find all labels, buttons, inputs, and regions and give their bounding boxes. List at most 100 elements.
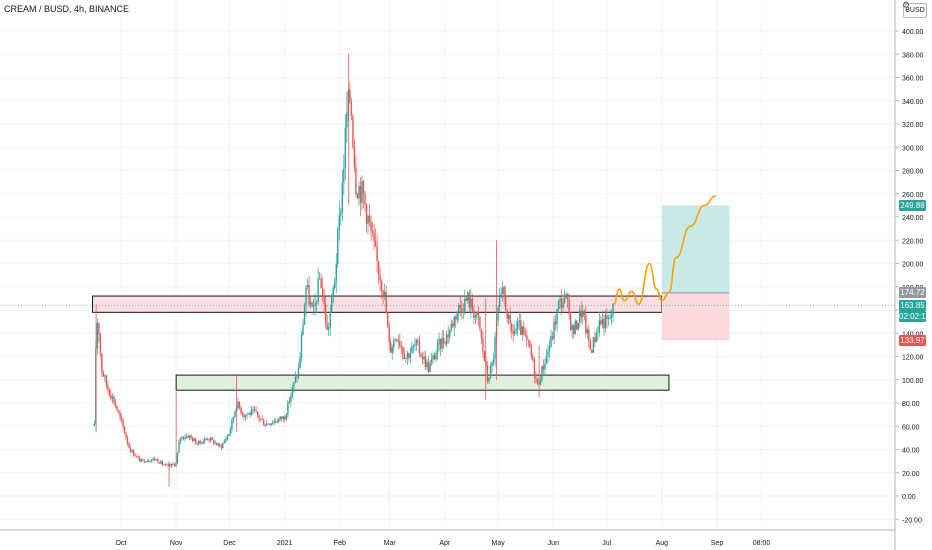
candle-body [262, 419, 265, 426]
candle-body [574, 320, 576, 335]
candle-body [120, 416, 123, 421]
candle-body [272, 423, 274, 424]
candle-body [193, 438, 195, 442]
time-tick-label: Apr [439, 540, 451, 547]
candle-body [110, 395, 112, 399]
candle-body [388, 326, 390, 343]
candle-body [510, 323, 513, 331]
candle-body [173, 464, 176, 466]
candle-body [243, 414, 245, 418]
candle-body [179, 438, 182, 442]
candle-body [317, 278, 319, 303]
candle-body [545, 355, 548, 364]
candle-body [199, 440, 201, 443]
price-tick-label: 100.00 [902, 378, 924, 385]
candle-body [604, 315, 607, 329]
candle-body [535, 376, 537, 379]
candle-body [128, 443, 130, 448]
candle-body [104, 375, 106, 377]
candle-body [299, 358, 301, 368]
price-axis[interactable]: -20.00 0.00 20.00 40.00 60.00 80.00 100.00 120.… [894, 0, 924, 550]
candle-body [229, 429, 232, 435]
candle-body [108, 389, 111, 396]
candle-body [352, 116, 354, 147]
candle-body [361, 181, 363, 203]
candle-body [559, 298, 561, 301]
candle-body [253, 409, 256, 411]
support-zone [175, 374, 670, 391]
candle-body [444, 343, 446, 344]
candle-body [544, 363, 546, 370]
candle-body [276, 421, 278, 423]
candle-body [114, 402, 117, 407]
candle-body [98, 323, 100, 335]
candle-body [465, 298, 468, 301]
long-position-stop-zone [661, 292, 730, 341]
candle-body [527, 339, 530, 342]
time-tick-label: Feb [334, 540, 346, 547]
price-tick-label: 0.00 [902, 494, 916, 501]
candle-body [462, 311, 464, 313]
candle-body [140, 459, 142, 462]
candle-body [598, 320, 601, 333]
candle-body [452, 323, 454, 327]
candle-body [579, 310, 581, 324]
candle-body [447, 334, 449, 338]
candle-body [308, 285, 310, 305]
candle-body [520, 320, 522, 335]
candle-body [365, 204, 368, 224]
candle-body [464, 298, 466, 312]
candle-body [119, 412, 121, 417]
gear-icon[interactable]: ⚙ [902, 0, 911, 10]
candle-body [470, 298, 472, 308]
candle-body [497, 307, 499, 322]
resistance-zone [92, 295, 663, 313]
price-tick-label: 360.00 [902, 76, 924, 83]
candle-body [397, 339, 399, 342]
candle-body [429, 363, 431, 372]
candle-body [541, 366, 543, 381]
price-tick-label: 400.00 [902, 29, 924, 36]
candle-body [436, 343, 439, 354]
price-tick-label: 260.00 [902, 192, 924, 199]
candle-body [560, 298, 563, 308]
candle-body [471, 298, 474, 311]
target-price-tag: 249.88 [899, 200, 926, 211]
candle-body [412, 345, 415, 347]
time-tick-label: Jun [548, 540, 559, 547]
price-tick-label: 60.00 [902, 424, 920, 431]
time-axis[interactable]: Oct Nov Dec 2021 Feb Mar Apr May Jun Jul Aug Sep 08:… [0, 529, 895, 547]
currency-badge[interactable]: ⚙ BUSD [902, 0, 927, 18]
candle-body [117, 410, 120, 413]
candle-body [414, 345, 416, 347]
candle-body [259, 418, 262, 420]
candle-body [134, 455, 136, 457]
candle-body [515, 328, 517, 331]
price-tick-label: 20.00 [902, 471, 920, 478]
candle-body [191, 437, 194, 442]
candle-body [160, 461, 162, 464]
candle-body [344, 127, 347, 168]
candle-body [302, 324, 304, 336]
candle-body [585, 314, 587, 334]
candle-body [287, 401, 289, 415]
candle-body [178, 441, 180, 453]
candle-body [107, 385, 109, 390]
candle-body [406, 353, 409, 358]
candle-body [190, 435, 192, 438]
candle-body [430, 359, 433, 364]
candle-body [142, 459, 144, 461]
candle-body [376, 246, 378, 262]
candle-body [612, 303, 614, 316]
time-tick-label: Nov [170, 540, 183, 547]
candle-body [252, 409, 254, 410]
candle-body [355, 167, 357, 195]
candle-body [293, 382, 295, 388]
candle-body [380, 280, 383, 291]
candle-body [291, 387, 294, 396]
candle-body [500, 293, 502, 298]
candle-body [244, 414, 247, 418]
candle-body [371, 230, 374, 233]
candle-body [204, 438, 206, 442]
